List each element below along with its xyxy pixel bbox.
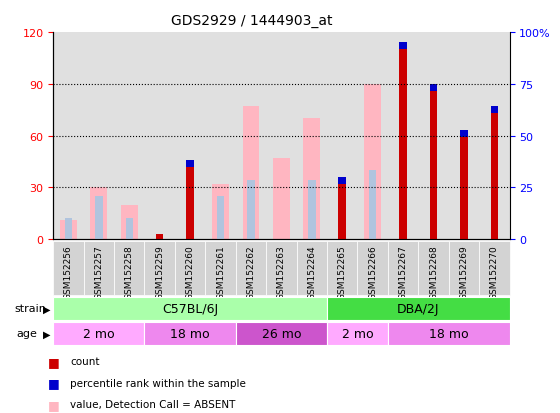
FancyBboxPatch shape bbox=[114, 242, 144, 295]
Text: GSM152267: GSM152267 bbox=[399, 244, 408, 299]
Text: GSM152263: GSM152263 bbox=[277, 244, 286, 299]
FancyBboxPatch shape bbox=[206, 242, 236, 295]
Bar bbox=[365, 85, 381, 240]
Text: 18 mo: 18 mo bbox=[429, 327, 469, 340]
Bar bbox=[399, 43, 407, 50]
Text: ■: ■ bbox=[48, 355, 59, 368]
Bar bbox=[369, 171, 376, 240]
Bar bbox=[53, 33, 83, 240]
Bar bbox=[156, 235, 164, 240]
Text: GSM152262: GSM152262 bbox=[246, 244, 255, 299]
FancyBboxPatch shape bbox=[388, 242, 418, 295]
Bar bbox=[114, 33, 144, 240]
Text: 26 mo: 26 mo bbox=[262, 327, 301, 340]
Text: C57BL/6J: C57BL/6J bbox=[162, 302, 218, 315]
FancyBboxPatch shape bbox=[388, 322, 510, 345]
FancyBboxPatch shape bbox=[418, 242, 449, 295]
Text: GSM152268: GSM152268 bbox=[429, 244, 438, 299]
FancyBboxPatch shape bbox=[357, 242, 388, 295]
Text: value, Detection Call = ABSENT: value, Detection Call = ABSENT bbox=[70, 399, 235, 409]
FancyBboxPatch shape bbox=[53, 242, 83, 295]
Bar bbox=[273, 159, 290, 240]
Bar bbox=[91, 188, 107, 240]
Bar bbox=[60, 221, 77, 240]
Text: GSM152259: GSM152259 bbox=[155, 244, 164, 299]
Text: count: count bbox=[70, 356, 100, 366]
FancyBboxPatch shape bbox=[266, 242, 297, 295]
Text: GSM152270: GSM152270 bbox=[490, 244, 499, 299]
FancyBboxPatch shape bbox=[327, 297, 510, 320]
Bar bbox=[430, 85, 437, 92]
Text: ▶: ▶ bbox=[43, 328, 50, 339]
Bar bbox=[338, 178, 346, 240]
Bar bbox=[175, 33, 206, 240]
Bar bbox=[297, 33, 327, 240]
Text: 2 mo: 2 mo bbox=[342, 327, 374, 340]
Bar bbox=[388, 33, 418, 240]
Bar bbox=[186, 160, 194, 167]
FancyBboxPatch shape bbox=[297, 242, 327, 295]
Text: strain: strain bbox=[14, 304, 46, 314]
Text: 2 mo: 2 mo bbox=[83, 327, 115, 340]
Text: GSM152258: GSM152258 bbox=[125, 244, 134, 299]
Text: GDS2929 / 1444903_at: GDS2929 / 1444903_at bbox=[171, 14, 333, 28]
Bar bbox=[491, 107, 498, 240]
FancyBboxPatch shape bbox=[144, 322, 236, 345]
FancyBboxPatch shape bbox=[236, 242, 266, 295]
Text: GSM152264: GSM152264 bbox=[307, 244, 316, 299]
Bar bbox=[399, 43, 407, 240]
Bar bbox=[206, 33, 236, 240]
FancyBboxPatch shape bbox=[327, 322, 388, 345]
Text: percentile rank within the sample: percentile rank within the sample bbox=[70, 378, 246, 388]
Bar bbox=[338, 178, 346, 185]
FancyBboxPatch shape bbox=[449, 242, 479, 295]
FancyBboxPatch shape bbox=[83, 242, 114, 295]
Bar bbox=[449, 33, 479, 240]
Bar bbox=[430, 85, 437, 240]
Text: DBA/2J: DBA/2J bbox=[397, 302, 440, 315]
Text: GSM152261: GSM152261 bbox=[216, 244, 225, 299]
Text: GSM152266: GSM152266 bbox=[368, 244, 377, 299]
Bar bbox=[95, 197, 102, 240]
Bar bbox=[125, 219, 133, 240]
Bar bbox=[460, 131, 468, 240]
Bar bbox=[491, 107, 498, 114]
Bar bbox=[418, 33, 449, 240]
Bar bbox=[460, 131, 468, 138]
Text: ■: ■ bbox=[48, 376, 59, 389]
Bar bbox=[121, 205, 138, 240]
Text: GSM152260: GSM152260 bbox=[185, 244, 195, 299]
Bar bbox=[247, 181, 255, 240]
Bar bbox=[304, 119, 320, 240]
FancyBboxPatch shape bbox=[236, 322, 327, 345]
Bar bbox=[242, 107, 259, 240]
Bar bbox=[308, 181, 316, 240]
Bar bbox=[186, 160, 194, 240]
FancyBboxPatch shape bbox=[144, 242, 175, 295]
Bar bbox=[236, 33, 266, 240]
Text: 18 mo: 18 mo bbox=[170, 327, 210, 340]
FancyBboxPatch shape bbox=[53, 297, 327, 320]
Text: GSM152269: GSM152269 bbox=[459, 244, 469, 299]
Text: age: age bbox=[17, 328, 38, 339]
Text: GSM152256: GSM152256 bbox=[64, 244, 73, 299]
FancyBboxPatch shape bbox=[53, 322, 144, 345]
Bar bbox=[357, 33, 388, 240]
Bar bbox=[144, 33, 175, 240]
Text: ▶: ▶ bbox=[43, 304, 50, 314]
Text: ■: ■ bbox=[48, 398, 59, 411]
FancyBboxPatch shape bbox=[479, 242, 510, 295]
Bar bbox=[266, 33, 297, 240]
Text: GSM152257: GSM152257 bbox=[94, 244, 104, 299]
Bar bbox=[83, 33, 114, 240]
FancyBboxPatch shape bbox=[327, 242, 357, 295]
Bar bbox=[327, 33, 357, 240]
FancyBboxPatch shape bbox=[175, 242, 206, 295]
Bar bbox=[212, 185, 229, 240]
Bar bbox=[64, 219, 72, 240]
Text: GSM152265: GSM152265 bbox=[338, 244, 347, 299]
Bar bbox=[479, 33, 510, 240]
Bar bbox=[217, 197, 225, 240]
